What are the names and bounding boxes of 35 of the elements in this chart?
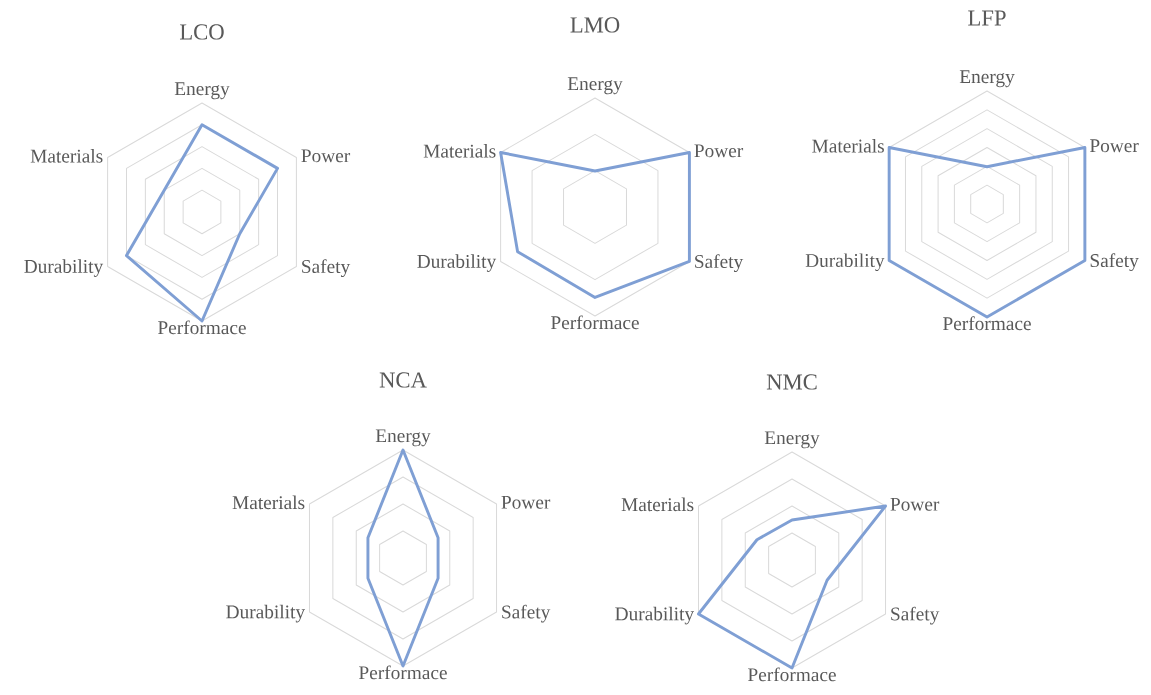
spoke-label: Energy <box>375 429 431 447</box>
spoke-label: Energy <box>764 431 820 449</box>
spoke-label: Materials <box>621 497 694 512</box>
spoke-label: Power <box>301 149 351 163</box>
spoke-label: Power <box>1089 139 1139 153</box>
spoke-label: Performace <box>359 665 447 680</box>
spoke-label: Energy <box>567 77 623 95</box>
spoke-label: Safety <box>502 604 551 623</box>
spoke-label: Materials <box>30 149 103 163</box>
spoke-label: Materials <box>232 495 305 510</box>
spoke-label: Durability <box>226 604 306 623</box>
spoke-label: Materials <box>812 138 884 153</box>
chart-title: NCA <box>379 372 427 388</box>
spoke-label: Performace <box>943 316 1031 331</box>
chart-title: LMO <box>570 17 620 33</box>
spoke-label: Durability <box>805 253 885 271</box>
spoke-label: Energy <box>174 82 230 100</box>
spoke-label: Power <box>501 495 551 509</box>
spoke-label: Safety <box>1090 253 1139 272</box>
spoke-label: Safety <box>302 259 351 278</box>
spoke-label: Energy <box>959 70 1015 88</box>
spoke-label: Durability <box>417 254 497 272</box>
spoke-label: Durability <box>615 606 695 625</box>
spoke-label: Performace <box>158 320 246 335</box>
spoke-label: Performace <box>551 315 639 330</box>
chart-title: LCO <box>179 24 224 40</box>
spoke-label: Power <box>694 144 744 158</box>
spoke-label: Materials <box>423 144 496 158</box>
chart-title: LFP <box>968 10 1006 26</box>
spoke-label: Performace <box>748 667 836 682</box>
chart-title: NMC <box>766 374 817 390</box>
spoke-label: Durability <box>24 259 104 277</box>
spoke-label: Safety <box>891 606 940 625</box>
spoke-label: Safety <box>695 254 744 273</box>
spoke-label: Power <box>890 497 940 511</box>
